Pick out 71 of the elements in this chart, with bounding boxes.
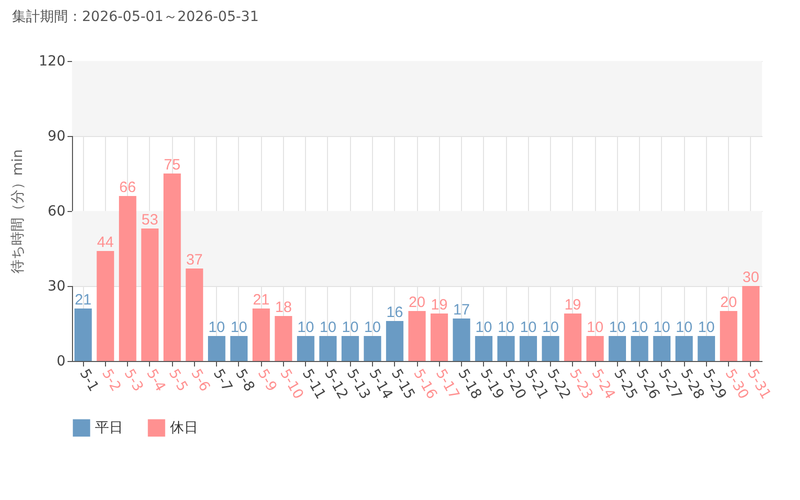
data-label: 17 [453, 302, 470, 318]
data-label: 10 [364, 319, 381, 336]
data-label: 10 [342, 319, 359, 336]
bar [230, 336, 248, 361]
y-axis-title: 待ち時間（分）min [10, 149, 26, 274]
data-label: 75 [164, 156, 181, 174]
data-label: 20 [720, 294, 737, 311]
bar [452, 318, 470, 361]
data-label: 44 [97, 234, 114, 251]
bar [163, 174, 181, 361]
bar [297, 336, 314, 361]
data-label: 10 [208, 319, 226, 336]
bar [542, 336, 560, 361]
data-label: 10 [586, 319, 604, 336]
data-label: 10 [631, 319, 648, 336]
bar [520, 336, 537, 361]
data-label: 10 [498, 319, 514, 336]
bar [386, 321, 404, 361]
data-label: 10 [475, 319, 492, 336]
bar [364, 336, 382, 361]
bar [675, 336, 693, 361]
bar [564, 314, 582, 361]
bar [141, 228, 159, 361]
data-label: 10 [230, 319, 248, 336]
bar [720, 311, 738, 361]
data-label: 10 [698, 319, 715, 336]
bar [408, 311, 426, 361]
data-label: 10 [297, 319, 314, 336]
bar [186, 268, 204, 361]
data-label: 10 [520, 319, 537, 336]
y-tick-label: 120 [38, 54, 66, 70]
y-tick-label: 0 [56, 354, 66, 370]
data-label: 10 [653, 319, 670, 336]
legend-label: 休日 [170, 420, 198, 436]
bar [497, 336, 515, 361]
data-label: 10 [608, 319, 626, 336]
data-label: 19 [564, 296, 582, 314]
bar [630, 336, 648, 361]
bar [475, 336, 492, 361]
data-label: 53 [142, 212, 158, 228]
bar [319, 336, 337, 361]
bar [208, 336, 226, 361]
y-tick-label: 90 [48, 128, 66, 144]
bar [252, 308, 270, 361]
bar [742, 286, 760, 361]
legend-label: 平日 [95, 420, 123, 436]
data-label: 10 [542, 319, 559, 336]
bar [74, 308, 92, 361]
data-label: 19 [430, 296, 448, 314]
bar [342, 336, 359, 361]
bar [118, 196, 136, 361]
data-label: 18 [275, 299, 292, 316]
data-label: 21 [74, 292, 92, 308]
y-tick-label: 60 [48, 204, 66, 220]
data-label: 20 [408, 294, 426, 311]
data-label: 66 [119, 179, 136, 196]
chart-title: 集計期間：2026-05-01～2026-05-31 [12, 9, 259, 25]
data-label: 16 [386, 304, 404, 321]
data-label: 10 [676, 319, 692, 336]
y-tick-label: 30 [48, 278, 66, 294]
bar [698, 336, 716, 361]
data-label: 10 [320, 319, 336, 336]
bar [608, 336, 626, 361]
bar [96, 251, 114, 361]
data-label: 30 [742, 269, 760, 286]
data-label: 37 [186, 252, 203, 268]
bar [586, 336, 604, 361]
bar [274, 316, 292, 361]
bar [653, 336, 671, 361]
data-label: 21 [252, 292, 270, 308]
bar [430, 314, 448, 361]
